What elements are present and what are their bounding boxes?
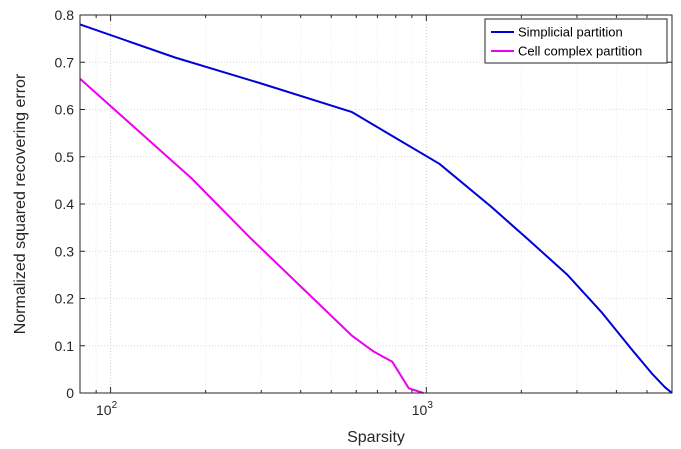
x-tick-label: 102 [96, 400, 118, 418]
x-tick-exponent: 3 [427, 400, 433, 411]
y-tick-label: 0.2 [55, 291, 75, 307]
y-tick-label: 0.4 [55, 196, 75, 212]
x-tick-base: 10 [96, 402, 112, 418]
x-axis-label: Sparsity [347, 429, 405, 446]
series-group [79, 23, 673, 394]
legend-label: Cell complex partition [518, 44, 642, 59]
y-tick-label: 0.6 [55, 102, 75, 118]
y-tick-label: 0.3 [55, 243, 75, 259]
y-axis-label: Normalized squared recovering error [12, 73, 29, 334]
y-tick-label: 0.7 [55, 54, 75, 70]
x-tick-label: 103 [412, 400, 434, 418]
y-tick-label: 0.1 [55, 338, 75, 354]
series-line-1 [79, 23, 673, 394]
y-tick-label: 0 [66, 385, 74, 401]
ticks [79, 14, 673, 394]
y-tick-label: 0.5 [55, 149, 75, 165]
series-line-2 [79, 78, 424, 394]
legend-label: Simplicial partition [518, 25, 623, 40]
x-tick-base: 10 [412, 402, 428, 418]
x-tick-exponent: 2 [112, 400, 118, 411]
legend-box [484, 18, 668, 64]
plot-area [80, 15, 672, 393]
legend: Simplicial partition Cell complex partiti… [484, 18, 668, 64]
y-tick-label: 0.8 [55, 7, 75, 23]
